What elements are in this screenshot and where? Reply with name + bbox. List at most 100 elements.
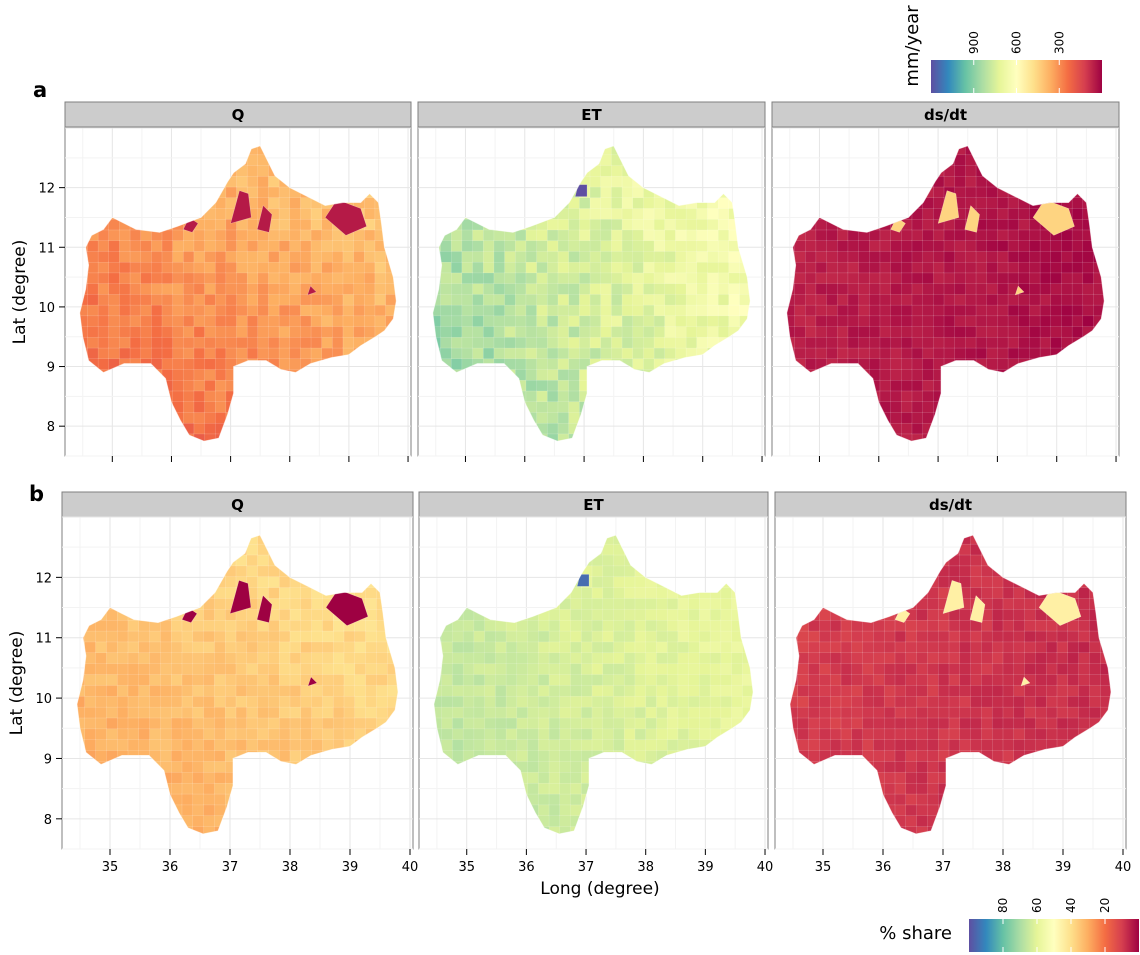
sub-basin-cell [172, 229, 185, 241]
sub-basin-cell [559, 804, 572, 816]
sub-basin-cell [819, 619, 832, 632]
sub-basin-cell [548, 804, 561, 816]
sub-basin-cell [235, 652, 248, 664]
sub-basin-cell [954, 304, 967, 317]
sub-basin-cell [214, 771, 226, 784]
sub-basin-cell [1039, 315, 1052, 327]
sub-basin-cell [203, 738, 216, 751]
sub-basin-cell [589, 261, 602, 274]
x-tick-label: 40 [402, 860, 419, 875]
sub-basin-cell [483, 315, 495, 327]
sub-basin-cell [559, 641, 572, 654]
sub-basin-cell [1061, 282, 1073, 295]
sub-basin-cell [666, 608, 679, 621]
sub-basin-cell [193, 304, 206, 317]
sub-basin-cell [172, 368, 185, 381]
sub-basin-cell [235, 728, 248, 740]
sub-basin-cell [257, 336, 270, 349]
sub-basin-cell [483, 336, 495, 349]
sub-basin-cell [677, 673, 690, 686]
sub-basin-cell [720, 630, 733, 643]
sub-basin-cell [677, 717, 690, 730]
sub-basin-cell [1082, 304, 1095, 317]
sub-basin-cell [851, 662, 864, 675]
sub-basin-cell [536, 282, 549, 295]
sub-basin-cell [699, 673, 711, 686]
sub-basin-cell [634, 695, 647, 708]
sub-basin-cell [257, 347, 270, 359]
sub-basin-cell [1007, 261, 1020, 274]
sub-basin-cell [656, 717, 668, 730]
sub-basin-cell [568, 336, 581, 349]
sub-basin-cell [1029, 347, 1041, 359]
sub-basin-cell [116, 662, 129, 675]
sub-basin-cell [365, 662, 378, 675]
sub-basin-cell [975, 315, 988, 327]
sub-basin-cell [493, 325, 506, 338]
sub-basin-cell [353, 282, 366, 295]
sub-basin-cell [600, 325, 613, 338]
sub-basin-cell [591, 597, 604, 610]
sub-basin-cell [193, 282, 206, 295]
sub-basin-cell [108, 347, 121, 359]
sub-basin-cell [794, 293, 807, 306]
sub-basin-cell [106, 641, 119, 654]
sub-basin-cell [333, 641, 345, 654]
sub-basin-cell [975, 229, 988, 241]
sub-basin-cell [181, 706, 194, 719]
sub-basin-cell [579, 272, 591, 284]
sub-basin-cell [643, 336, 655, 349]
sub-basin-cell [333, 684, 345, 697]
facet-title: ds/dt [924, 106, 967, 124]
sub-basin-cell [127, 619, 140, 632]
sub-basin-cell [808, 673, 821, 686]
sub-basin-cell [901, 347, 913, 359]
sub-basin-cell [235, 717, 248, 730]
sub-basin-cell [632, 315, 645, 327]
sub-basin-cell [257, 164, 270, 177]
sub-basin-cell [1071, 250, 1084, 263]
sub-basin-cell [579, 250, 591, 263]
facet-strip [774, 491, 1127, 518]
sub-basin-cell [645, 738, 658, 751]
sub-basin-cell [525, 357, 538, 370]
sub-basin-cell [911, 272, 924, 284]
sub-basin-cell [525, 282, 538, 295]
sub-basin-cell [954, 218, 967, 231]
sub-basin-cell [364, 315, 376, 327]
sub-basin-cell [568, 325, 581, 338]
sub-basin-cell [559, 652, 572, 664]
sub-basin-cell [106, 662, 119, 675]
sub-basin-cell [87, 282, 99, 295]
sub-basin-cell [149, 673, 162, 686]
sub-basin-cell [183, 250, 195, 263]
sub-basin-cell [364, 293, 376, 306]
sub-basin-cell [837, 239, 849, 252]
sub-basin-cell [621, 272, 634, 284]
sub-basin-cell [108, 293, 121, 306]
sub-basin-cell [116, 728, 129, 740]
sub-basin-cell [452, 738, 464, 751]
sub-basin-cell [322, 695, 334, 708]
sub-basin-cell [911, 293, 924, 306]
sub-basin-cell [621, 325, 634, 338]
sub-basin-cell [624, 619, 636, 632]
sub-basin-cell [1018, 272, 1031, 284]
sub-basin-cell [108, 315, 121, 327]
sub-basin-cell [451, 347, 463, 359]
sub-basin-cell [570, 782, 583, 795]
sub-basin-cell [1071, 315, 1084, 327]
sub-basin-cell [472, 304, 485, 317]
sub-basin-cell [172, 293, 185, 306]
sub-basin-cell [376, 652, 388, 664]
sub-basin-cell [321, 250, 334, 263]
sub-basin-cell [688, 728, 701, 740]
sub-basin-cell [161, 293, 174, 306]
sub-basin-cell [847, 282, 860, 295]
sub-basin-cell [675, 207, 687, 220]
sub-basin-cell [441, 630, 454, 643]
sub-basin-cell [890, 325, 903, 338]
sub-basin-cell [160, 738, 172, 751]
sub-basin-cell [602, 652, 615, 664]
